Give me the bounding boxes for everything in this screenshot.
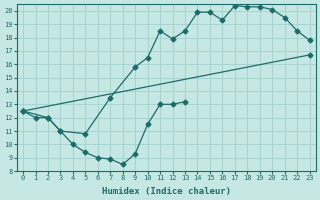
X-axis label: Humidex (Indice chaleur): Humidex (Indice chaleur)	[102, 187, 231, 196]
